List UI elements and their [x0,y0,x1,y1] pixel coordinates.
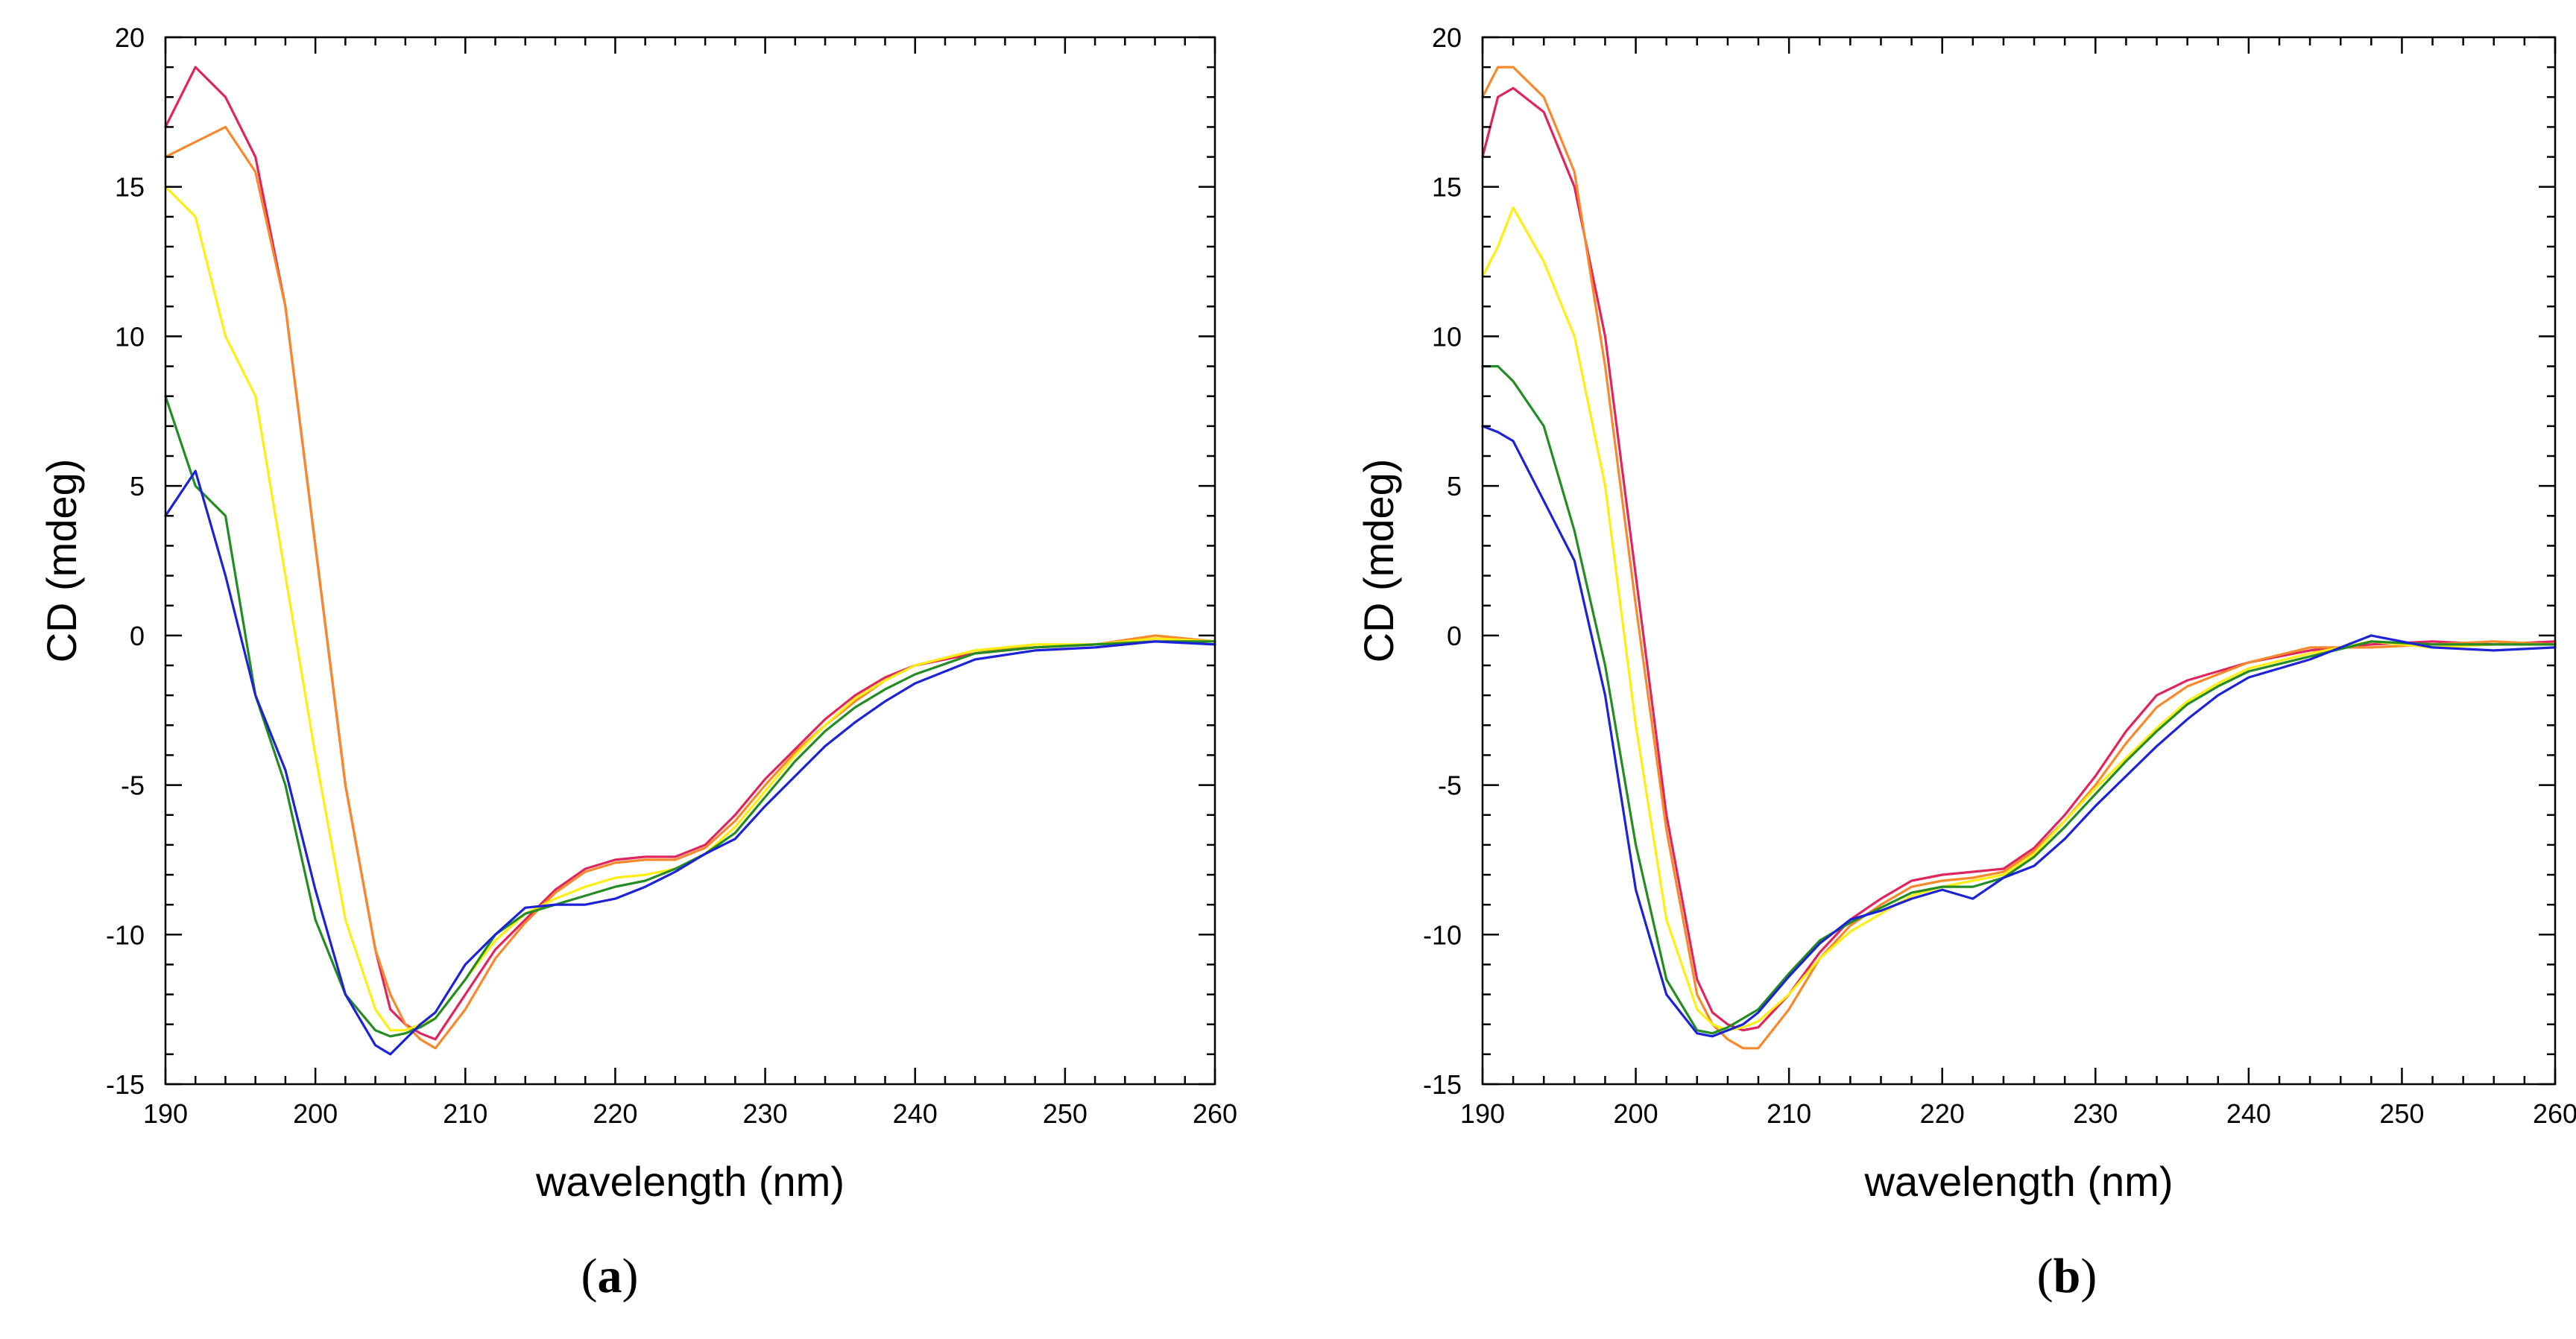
panel-label-a: (a) [498,1248,722,1305]
series-line-yellow [1481,206,2557,1032]
y-tick-label: 15 [115,172,145,203]
panel-label-a-close: ) [622,1249,639,1303]
x-axis-title: wavelength (nm) [1864,1158,2174,1205]
y-tick-label: 10 [115,321,145,352]
y-tick-label: 5 [1447,471,1462,501]
x-tick-label: 240 [893,1098,938,1129]
chart-a-svg: 190 200 210 220 230 240 250 260 -15 -10 -5 0 5 10 15 20… [38,22,1237,1205]
x-tick-label: 200 [1614,1098,1658,1129]
x-tick-label: 250 [1043,1098,1087,1129]
series-line-orange [164,125,1216,1050]
chart-b-marks: 190 200 210 220 230 240 250 260 -15 -10 -5 0 5 10 15 20… [1355,22,2576,1205]
x-tick-label: 230 [743,1098,788,1129]
series-line-crimson [164,66,1216,1041]
x-tick-label: 220 [1920,1098,1965,1129]
y-tick-label: 15 [1432,172,1462,203]
x-tick-label: 200 [293,1098,338,1129]
x-tick-label: 240 [2226,1098,2271,1129]
y-tick-label: 5 [130,471,145,501]
y-tick-label: 10 [1432,321,1462,352]
y-tick-label: -15 [1423,1069,1462,1100]
y-tick-label: -15 [106,1069,145,1100]
x-tick-label: 190 [143,1098,188,1129]
panel-label-a-letter: a [597,1249,622,1303]
series-line-blue [164,469,1216,1056]
x-tick-label: 210 [1767,1098,1811,1129]
x-tick-label: 250 [2379,1098,2424,1129]
y-tick-label: -10 [1423,919,1462,950]
plot-frame [1481,36,2557,1086]
y-axis-title: CD (mdeg) [1355,459,1402,663]
panel-label-a-open: ( [581,1249,598,1303]
y-tick-label: -5 [1438,770,1462,801]
x-tick-label: 260 [1193,1098,1237,1129]
chart-panel-a: 190 200 210 220 230 240 250 260 -15 -10 -5 0 5 10 15 20… [38,22,1237,1305]
y-tick-label: 0 [1447,621,1462,651]
series-line-green [1481,365,2557,1035]
panel-label-b-letter: b [2053,1249,2081,1303]
x-tick-label: 210 [443,1098,487,1129]
y-tick-label: 20 [1432,22,1462,53]
x-tick-label: 230 [2073,1098,2118,1129]
plot-frame [164,36,1216,1086]
y-tick-label: 20 [115,22,145,53]
chart-b-svg: 190 200 210 220 230 240 250 260 -15 -10 -5 0 5 10 15 20… [1355,22,2576,1205]
series-line-yellow [164,186,1216,1032]
x-tick-label: 190 [1460,1098,1505,1129]
series-line-green [164,395,1216,1038]
x-tick-label: 220 [593,1098,637,1129]
series-line-crimson [1481,86,2557,1032]
series-line-blue [1481,425,2557,1038]
x-axis-title: wavelength (nm) [535,1158,845,1205]
y-tick-label: -5 [121,770,145,801]
y-tick-label: -10 [106,919,145,950]
chart-panel-b: 190 200 210 220 230 240 250 260 -15 -10 -5 0 5 10 15 20… [1288,0,2576,1339]
y-axis-title: CD (mdeg) [38,459,85,663]
panel-label-b-open: ( [2036,1249,2053,1303]
x-tick-label: 260 [2533,1098,2576,1129]
chart-a-marks: 190 200 210 220 230 240 250 260 -15 -10 -5 0 5 10 15 20… [38,22,1237,1205]
panel-label-b: (b) [1955,1248,2179,1305]
y-tick-label: 0 [130,621,145,651]
series-line-orange [1481,66,2557,1050]
panel-label-b-close: ) [2080,1249,2097,1303]
